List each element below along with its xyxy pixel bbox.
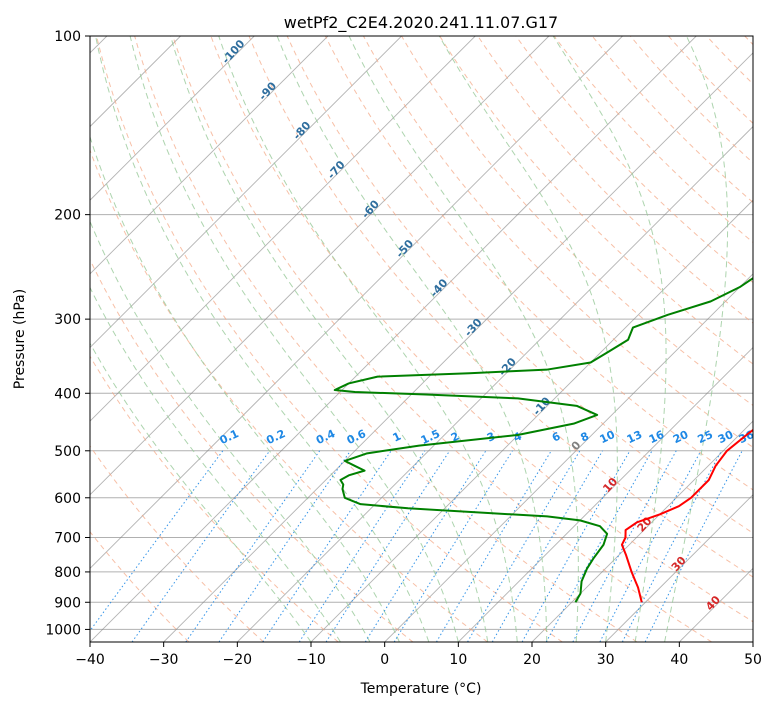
- x-axis-title: Temperature (°C): [360, 681, 482, 697]
- x-tick-label: −40: [75, 652, 105, 668]
- mixing-ratio-line: [131, 450, 271, 642]
- isotherm-line: [90, 36, 402, 349]
- mixing-ratio-line: [364, 450, 487, 642]
- x-tick-label: 0: [380, 652, 389, 668]
- mixing-ratio-line: [521, 450, 631, 642]
- mixing-ratio-line: [572, 450, 677, 642]
- moist-adiabat-line: [90, 342, 312, 642]
- y-tick-label: 100: [54, 29, 81, 45]
- dry-adiabat-line: [401, 36, 753, 407]
- isotherm-line: [531, 420, 753, 642]
- moist-adiabat-line: [218, 36, 518, 642]
- isotherm-line: [90, 36, 623, 570]
- y-axis: 100 200 300 400 500 600 700 800 900 1000: [45, 29, 90, 638]
- isotherm-line: [90, 36, 550, 496]
- x-axis: −40 −30 −20 −10 0 10 20 30 40 50: [75, 642, 762, 668]
- y-tick-label: 200: [54, 208, 81, 224]
- dry-adiabat-line: [90, 530, 190, 642]
- isotherm-line: [605, 494, 753, 642]
- isotherm-line: [90, 36, 255, 201]
- temperature-line: [620, 428, 753, 603]
- mixing-ratio-line: [298, 450, 426, 642]
- mixing-ratio-label: 10: [598, 428, 618, 446]
- moist-adiabat-line: [170, 36, 489, 642]
- mixing-ratio-line: [644, 450, 743, 642]
- isotherm-line: [237, 125, 753, 642]
- mixing-ratio-line: [325, 450, 451, 642]
- y-axis-title: Pressure (hPa): [12, 289, 28, 389]
- mixing-ratio-label: 20: [671, 428, 691, 446]
- y-tick-label: 400: [54, 386, 81, 402]
- y-tick-label: 700: [54, 531, 81, 547]
- isotherm-line: [458, 346, 753, 642]
- x-tick-label: −30: [149, 652, 179, 668]
- x-tick-label: 30: [597, 652, 615, 668]
- mixing-ratio-line: [435, 450, 552, 642]
- mixing-ratio-line: [599, 450, 702, 642]
- y-tick-label: 300: [54, 312, 81, 328]
- mixing-ratio-label: 16: [647, 428, 667, 446]
- moist-adiabat-line: [95, 36, 430, 642]
- x-tick-label: 20: [523, 652, 541, 668]
- dry-adiabat-line: [248, 36, 753, 578]
- dry-adiabat-line: [90, 355, 339, 642]
- x-tick-label: 50: [744, 652, 762, 668]
- x-tick-label: 40: [670, 652, 688, 668]
- dry-adiabat-line: [210, 36, 753, 623]
- moist-adiabat-line: [90, 135, 400, 642]
- isotherm-line: [384, 273, 753, 642]
- x-tick-label: −10: [296, 652, 326, 668]
- mixing-ratio-line: [545, 450, 653, 642]
- moist-adiabat-line: [90, 220, 371, 642]
- dry-adiabat-line: [134, 36, 638, 642]
- chart-title: wetPf2_C2E4.2020.241.11.07.G17: [284, 13, 558, 33]
- y-tick-label: 600: [54, 491, 81, 507]
- dewpoint-line: [333, 277, 753, 603]
- mixing-ratio-line: [218, 450, 351, 642]
- mixing-ratio-line: [90, 450, 224, 632]
- y-tick-label: 900: [54, 595, 81, 611]
- mixing-ratio-label: 25: [696, 428, 715, 446]
- dry-adiabat-line: [439, 36, 753, 365]
- moist-adiabat-line: [438, 36, 618, 642]
- moist-adiabat-line: [664, 36, 729, 642]
- y-tick-label: 800: [54, 565, 81, 581]
- isotherm-line: [163, 52, 753, 642]
- moist-adiabat-line: [129, 36, 459, 642]
- mixing-ratio-label: 13: [625, 428, 644, 446]
- background-lines: [90, 36, 753, 642]
- mixing-ratio-line: [262, 450, 392, 642]
- isotherm-line: [90, 36, 329, 275]
- dry-adiabat-line: [286, 36, 753, 534]
- isotherm-line: [90, 36, 476, 422]
- x-tick-label: 10: [449, 652, 467, 668]
- y-tick-label: 500: [54, 444, 81, 460]
- moist-adiabat-line: [90, 286, 341, 642]
- dry-adiabat-line: [362, 36, 753, 448]
- dry-adiabat-line: [90, 258, 414, 642]
- y-tick-label: 1000: [45, 622, 81, 638]
- mixing-ratio-line: [185, 450, 321, 642]
- mixing-ratio-label: 30: [716, 428, 736, 446]
- x-tick-label: −20: [223, 652, 253, 668]
- dry-adiabat-line: [96, 36, 563, 642]
- dry-adiabat-line: [324, 36, 753, 491]
- plot-frame: [89, 35, 754, 643]
